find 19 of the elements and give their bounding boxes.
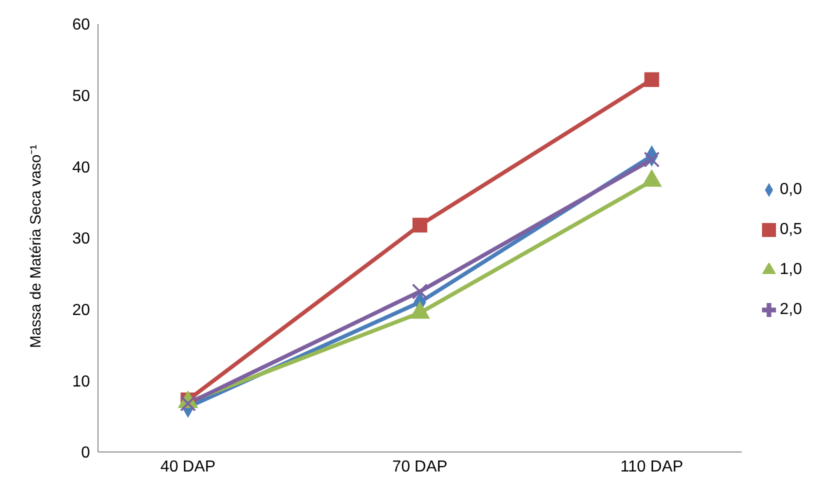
y-tick-label: 10	[72, 373, 90, 390]
x-tick-label: 40 DAP	[160, 458, 216, 476]
point	[412, 218, 428, 233]
legend-label: 0,5	[780, 221, 802, 238]
y-tick-label: 40	[72, 159, 90, 176]
point	[644, 72, 660, 88]
x-tick-label: 70 DAP	[392, 458, 448, 476]
y-axis-title: Massa de Matéria Seca vaso⁻¹	[27, 144, 44, 348]
y-tick-label: 0	[81, 444, 90, 462]
y-tick-label: 20	[72, 302, 90, 320]
y-tick-label: 50	[72, 88, 90, 106]
legend-label: 0,0	[780, 181, 802, 198]
legend-label: 2,0	[780, 301, 802, 318]
x-tick-label: 110 DAP	[620, 458, 684, 476]
point	[644, 152, 660, 168]
y-tick-label: 30	[72, 230, 90, 248]
y-tick-label: 60	[72, 16, 90, 34]
point	[412, 284, 428, 300]
legend-label: 1,0	[780, 261, 802, 278]
